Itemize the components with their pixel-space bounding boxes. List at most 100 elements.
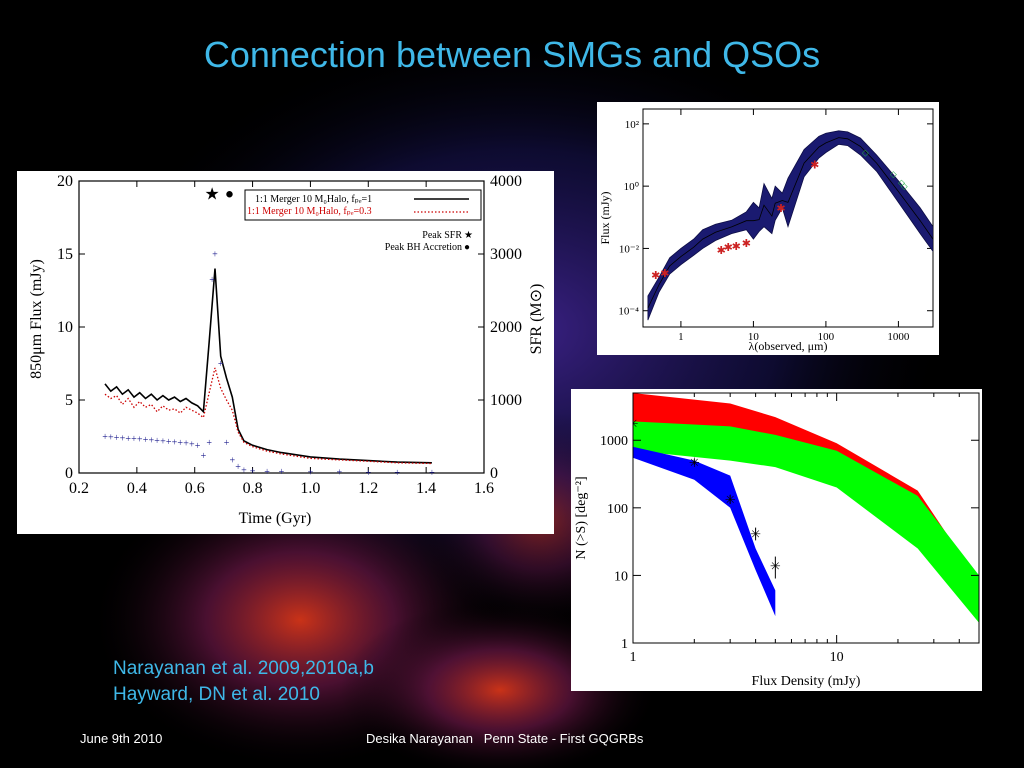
sfr-point: +	[209, 275, 215, 286]
sfr-point: +	[183, 439, 189, 450]
credits: Narayanan et al. 2009,2010a,b Hayward, D…	[113, 656, 374, 708]
sfr-point: +	[154, 436, 160, 447]
observed-point: ✱	[742, 238, 751, 250]
x-tick-label: 1.4	[416, 480, 436, 497]
sfr-point: +	[114, 433, 120, 444]
sfr-point: +	[177, 438, 183, 449]
x-axis-label: Flux Density (mJy)	[752, 674, 861, 689]
sed-band	[647, 130, 933, 321]
x-tick-label: 1.2	[358, 480, 378, 497]
flux-time-chart-svg: 0.2 0.4 0.6 0.8 1.0 1.2 1.4 1.60510152001000200…	[28, 173, 545, 527]
x-tick-label: 100	[818, 331, 835, 343]
x-tick-label: 0.4	[127, 480, 147, 497]
flux-time-chart: 0.2 0.4 0.6 0.8 1.0 1.2 1.4 1.6 0 5 10 15 20 0 1000 200…	[17, 171, 554, 534]
y-tick-label: 100	[607, 502, 628, 517]
plot-frame	[78, 180, 485, 474]
sfr-point: +	[172, 437, 178, 448]
sfr-point: +	[218, 359, 224, 370]
count-band-2	[633, 421, 979, 623]
y-axis-label: 850μm Flux (mJy)	[28, 259, 45, 379]
observed-point: ✱	[651, 270, 660, 282]
observed-point: ✱	[660, 268, 669, 280]
credit-line-1: Narayanan et al. 2009,2010a,b	[113, 658, 374, 679]
legend-entry-2: 1:1 Merger 10 M₀Halo, fₚₑ=0.3	[247, 206, 372, 217]
y2-tick-label: 3000	[490, 246, 522, 263]
x-axis-label: λ(observed, μm)	[749, 339, 828, 353]
series-line-1	[104, 268, 432, 464]
x-tick-label: 1000	[887, 331, 910, 343]
credit-line-2: Hayward, DN et al. 2010	[113, 684, 320, 705]
y-tick-label: 10⁻²	[619, 243, 640, 255]
data-point: ✳	[725, 492, 736, 507]
y2-tick-label: 2000	[490, 319, 522, 336]
x-tick-label: 1	[678, 331, 684, 343]
sfr-point: +	[279, 467, 285, 478]
y2-axis-label: SFR (M⊙)	[528, 284, 545, 355]
sfr-point: +	[108, 433, 114, 444]
count-band-1	[633, 393, 979, 623]
submm-point: ◇	[890, 169, 897, 179]
y-tick-label: 0	[65, 465, 73, 482]
x-tick-label: 10	[830, 650, 844, 665]
x-tick-label: 0.8	[243, 480, 263, 497]
y-tick-label: 20	[57, 173, 73, 190]
sfr-point: +	[201, 451, 207, 462]
sfr-point: +	[120, 433, 126, 444]
x-tick-label: 10	[748, 331, 760, 343]
sfr-point: +	[308, 467, 314, 478]
y2-tick-label: 0	[490, 465, 498, 482]
sed-median-line	[647, 137, 933, 309]
sfr-point: +	[149, 436, 155, 447]
sed-chart: 1 10 100 1000 10⁻⁴ 10⁻² 10⁰ 10² ✱ ✱ ✱ ✱ ✱ ✱ ✱ ✱ ◇ ◇ ◇ ◇ λ(…	[597, 102, 939, 355]
data-point: ✳	[689, 455, 700, 470]
data-point: ✳	[750, 526, 761, 541]
submm-point: ◇	[862, 148, 869, 158]
sfr-point: +	[241, 466, 247, 477]
y-tick-label: 1	[621, 637, 628, 652]
plot-frame	[642, 108, 934, 328]
peak-sfr-star-icon: ★	[204, 185, 219, 204]
y-tick-label: 10⁰	[624, 181, 640, 193]
data-point: ✳	[770, 559, 781, 574]
sfr-point: +	[102, 432, 108, 443]
sfr-point: +	[125, 434, 131, 445]
observed-point: ✱	[717, 245, 726, 257]
sfr-point: +	[250, 467, 256, 478]
y-tick-label: 10	[614, 569, 628, 584]
y-axis-label: Flux (mJy)	[598, 191, 612, 244]
y-tick-label: 1000	[600, 434, 628, 449]
sfr-point: +	[337, 468, 343, 479]
count-band-3	[633, 446, 776, 617]
x-axis-label: Time (Gyr)	[239, 510, 312, 527]
series-line-2	[104, 367, 432, 465]
y-tick-label: 10	[57, 319, 73, 336]
sfr-point: +	[212, 250, 218, 261]
peak-bh-circle-icon: ●	[225, 187, 234, 203]
footer-date: June 9th 2010	[80, 731, 163, 746]
y2-tick-label: 4000	[490, 173, 522, 190]
x-tick-label: 1.0	[300, 480, 320, 497]
slide-title: Connection between SMGs and QSOs	[203, 34, 821, 75]
sfr-point: +	[206, 438, 212, 449]
sfr-point: +	[143, 435, 149, 446]
legend-star-icon: ★	[464, 230, 473, 241]
submm-point: ◇	[898, 178, 905, 188]
sfr-point: +	[394, 468, 400, 479]
sfr-point: +	[365, 468, 371, 479]
observed-point: ✱	[724, 242, 733, 254]
legend-peak-sfr: Peak SFR	[422, 230, 462, 241]
sfr-point: +	[224, 438, 230, 449]
legend-circle-icon: ●	[464, 242, 470, 253]
sfr-point: +	[230, 455, 236, 466]
data-point: ✳	[628, 416, 639, 431]
x-tick-label: 1	[630, 650, 637, 665]
number-counts-chart: ✳ ✳ ✳ ✳ ✳ 1 10 1 10 100 1000 Flux Density (mJy) N…	[571, 389, 982, 691]
x-tick-label: 0.2	[69, 480, 89, 497]
observed-point: ✱	[776, 203, 785, 215]
sfr-point: +	[429, 468, 435, 479]
sfr-point: +	[189, 439, 195, 450]
sfr-point: +	[235, 462, 241, 473]
y-tick-label: 10⁻⁴	[618, 306, 639, 318]
observed-point: ✱	[732, 241, 741, 253]
